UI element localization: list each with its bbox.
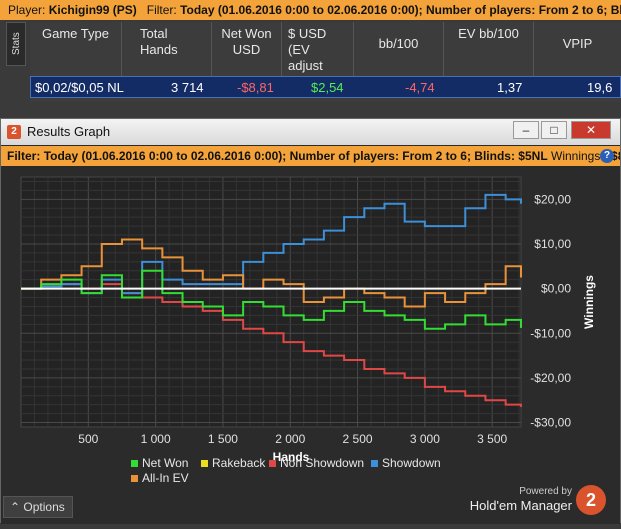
app-logo-icon: 2 — [7, 125, 21, 139]
column-header-vpip[interactable]: VPIP — [562, 36, 593, 51]
legend-swatch — [131, 475, 138, 482]
column-header-net-won[interactable]: Net Won USD — [212, 22, 282, 76]
x-tick-label: 3 000 — [410, 432, 440, 446]
window-titlebar[interactable]: 2 Results Graph – □ ✕ — [1, 119, 620, 145]
legend-swatch — [371, 460, 378, 467]
legend-label: All-In EV — [142, 471, 189, 485]
graph-filter-value[interactable]: Today (01.06.2016 0:00 to 02.06.2016 0:0… — [43, 149, 548, 163]
cell-game-type: $0,02/$0,05 NL — [35, 80, 124, 95]
y-tick-label: -$30,00 — [530, 416, 571, 430]
close-button[interactable]: ✕ — [571, 121, 611, 139]
window-title: Results Graph — [27, 124, 111, 139]
graph-filter-bar: Filter: Today (01.06.2016 0:00 to 02.06.… — [1, 146, 620, 166]
y-tick-label: -$20,00 — [530, 371, 571, 385]
chevron-up-icon: ⌃ — [10, 500, 21, 514]
x-tick-label: 1 000 — [141, 432, 171, 446]
results-line-chart: 500 1 000 1 500 2 000 2 500 3 000 3 500 $20,00 $… — [20, 176, 596, 485]
graph-filter-label: Filter: — [7, 149, 41, 163]
series-line-net-won — [21, 269, 522, 330]
cell-ev-bb100: 1,37 — [497, 80, 523, 95]
legend-label: Net Won — [142, 456, 188, 470]
y-tick-label: $20,00 — [534, 192, 571, 206]
options-button[interactable]: ⌃ Options — [3, 496, 73, 518]
legend-swatch — [269, 460, 276, 467]
column-header-ev-bb100[interactable]: EV bb/100 — [444, 22, 534, 76]
legend-label: Showdown — [382, 456, 441, 470]
legend-swatch — [201, 460, 208, 467]
filter-value[interactable]: Today (01.06.2016 0:00 to 02.06.2016 0:0… — [180, 3, 621, 17]
x-tick-label: 2 500 — [343, 432, 373, 446]
cell-bb100: -4,74 — [405, 80, 435, 95]
player-name[interactable]: Kichigin99 (PS) — [48, 3, 137, 17]
series-line-non-showdown — [21, 283, 522, 407]
x-tick-label: 1 500 — [208, 432, 238, 446]
cell-net-won: -$8,81 — [237, 80, 274, 95]
y-tick-label: $10,00 — [534, 237, 571, 251]
legend-swatch — [131, 460, 138, 467]
holdem-manager-logo-icon: 2 — [576, 485, 606, 515]
legend-label: Non Showdown — [280, 456, 364, 470]
player-label: Player: — [8, 3, 46, 17]
plot-background — [20, 176, 522, 428]
x-tick-label: 500 — [78, 432, 98, 446]
table-row[interactable]: $0,02/$0,05 NL 3 714 -$8,81 $2,54 -4,74 … — [30, 76, 621, 98]
results-graph-window: 2 Results Graph – □ ✕ Filter: Today (01.… — [0, 118, 621, 524]
column-header-bb100[interactable]: bb/100 — [354, 22, 444, 76]
column-header-game-type[interactable]: Game Type — [30, 22, 122, 76]
x-tick-label: 2 000 — [275, 432, 305, 446]
results-chart-area: 500 1 000 1 500 2 000 2 500 3 000 3 500 $20,00 $… — [1, 167, 620, 524]
cell-total-hands: 3 714 — [171, 80, 204, 95]
powered-by-label: Powered by — [519, 486, 572, 497]
cell-ev-adjusted: $2,54 — [311, 80, 344, 95]
y-axis-label: Winnings — [582, 275, 596, 329]
stats-table: Game Type Total Hands Net Won USD $ USD … — [30, 22, 621, 102]
minimize-button[interactable]: – — [513, 121, 539, 139]
brand-name: Hold'em Manager — [469, 498, 572, 513]
stats-tab[interactable]: Stats — [6, 22, 26, 66]
y-tick-label: $0,00 — [541, 282, 571, 296]
filter-label: Filter: — [146, 3, 177, 17]
help-icon[interactable]: ? — [600, 149, 614, 163]
options-label: Options — [23, 500, 65, 514]
series-line-all-in-ev — [21, 238, 522, 308]
player-filter-bar: Player: Kichigin99 (PS) Filter: Today (0… — [0, 0, 621, 20]
cell-vpip: 19,6 — [587, 80, 613, 95]
legend-label: Rakeback — [212, 456, 266, 470]
x-axis-label: Hands — [273, 450, 310, 464]
x-tick-label: 3 500 — [477, 432, 507, 446]
column-header-ev-adjusted[interactable]: $ USD (EV adjust — [282, 22, 354, 76]
y-tick-label: -$10,00 — [530, 326, 571, 340]
winnings-label: Winnings: — [551, 149, 604, 163]
maximize-button[interactable]: □ — [541, 121, 567, 139]
column-header-total-hands[interactable]: Total Hands — [122, 22, 212, 76]
